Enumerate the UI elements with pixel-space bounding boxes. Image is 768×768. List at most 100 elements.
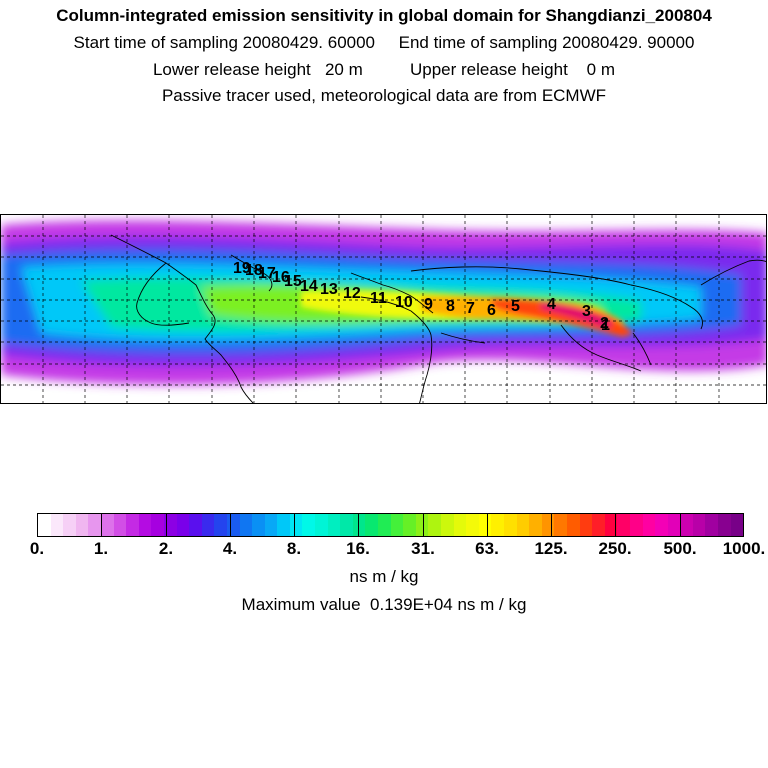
- colorbar-tick: [166, 513, 167, 537]
- colorbar-tick-label: 16.: [346, 539, 370, 558]
- colorbar-cell: [289, 514, 303, 536]
- colorbar-cell: [516, 514, 530, 536]
- colorbar-cell: [100, 514, 114, 536]
- track-label-14: 14: [300, 278, 318, 295]
- colorbar-tick: [423, 513, 424, 537]
- colorbar-cell: [441, 514, 454, 536]
- track-label-4: 4: [547, 296, 556, 313]
- colorbar-cell: [176, 514, 190, 536]
- colorbar-tick: [294, 513, 295, 537]
- track-label-1: 1: [601, 317, 610, 334]
- colorbar-cell: [239, 514, 253, 536]
- colorbar-tick-label: 0.: [29, 539, 45, 558]
- track-label-16: 16: [272, 269, 290, 286]
- plot-title: Column-integrated emission sensitivity i…: [56, 6, 712, 25]
- colorbar-cell: [642, 514, 656, 536]
- colorbar-tick: [358, 513, 359, 537]
- colorbar-tick: [680, 513, 681, 537]
- maximum-value: Maximum value 0.139E+04 ns m / kg: [241, 595, 527, 614]
- colorbar-tick-label: 4.: [222, 539, 238, 558]
- colorbar-cell: [302, 514, 316, 536]
- colorbar-cell: [466, 514, 479, 536]
- colorbar-cell: [327, 514, 341, 536]
- colorbar-tick-label: 2.: [158, 539, 174, 558]
- colorbar-tick: [487, 513, 488, 537]
- track-label-6: 6: [487, 302, 496, 319]
- colorbar-cell: [277, 514, 290, 536]
- colorbar-cell: [718, 514, 731, 536]
- colorbar-tick-label: 8.: [286, 539, 302, 558]
- colorbar-cell: [529, 514, 542, 536]
- colorbar-cell: [378, 514, 391, 536]
- colorbar-cell: [491, 514, 504, 536]
- colorbar-tick-label: 1000.: [722, 539, 766, 558]
- colorbar-cell: [214, 514, 227, 536]
- release-heights: Lower release height 20 m Upper release …: [152, 60, 616, 79]
- colorbar-tick: [615, 513, 616, 537]
- sensitivity-core: [301, 290, 633, 337]
- colorbar-units: ns m / kg: [349, 567, 419, 586]
- colorbar-cell: [201, 514, 215, 536]
- colorbar-cell: [352, 514, 366, 536]
- colorbar-cell: [579, 514, 593, 536]
- colorbar-cell: [340, 514, 353, 536]
- colorbar-cell: [655, 514, 668, 536]
- colorbar-cell: [566, 514, 580, 536]
- colorbar-cell: [503, 514, 517, 536]
- colorbar-cell: [541, 514, 555, 536]
- colorbar-cell: [428, 514, 441, 536]
- colorbar-tick: [230, 513, 231, 537]
- colorbar-cell: [692, 514, 706, 536]
- colorbar-cell: [63, 514, 76, 536]
- track-label-12: 12: [343, 285, 361, 302]
- track-label-13: 13: [320, 281, 338, 298]
- colorbar-cell: [189, 514, 202, 536]
- colorbar-cell: [365, 514, 379, 536]
- colorbar-cell: [604, 514, 618, 536]
- colorbar-cell: [126, 514, 139, 536]
- colorbar-cell: [50, 514, 64, 536]
- colorbar-cell: [629, 514, 643, 536]
- colorbar-tick-label: 250.: [598, 539, 632, 558]
- trajectory-labels: 1 2 3 4 5 6 7 8 9 10 11 12 13 14 15 16 1…: [233, 260, 610, 334]
- colorbar: [37, 513, 744, 537]
- track-label-8: 8: [446, 298, 455, 315]
- sensitivity-map-canvas: 1 2 3 4 5 6 7 8 9 10 11 12 13 14 15 16 1…: [1, 215, 766, 403]
- colorbar-cell: [315, 514, 328, 536]
- colorbar-cell: [390, 514, 404, 536]
- track-label-5: 5: [511, 298, 520, 315]
- graticule: [1, 215, 766, 403]
- tracer-info: Passive tracer used, meteorological data…: [161, 86, 607, 105]
- colorbar-cell: [680, 514, 693, 536]
- colorbar-cell: [113, 514, 127, 536]
- colorbar-tick-label: 63.: [475, 539, 499, 558]
- world-map: 1 2 3 4 5 6 7 8 9 10 11 12 13 14 15 16 1…: [0, 214, 767, 404]
- colorbar-cell: [453, 514, 467, 536]
- colorbar-cell: [252, 514, 265, 536]
- colorbar-cell: [226, 514, 240, 536]
- track-label-18: 18: [245, 262, 263, 279]
- colorbar-cell: [88, 514, 101, 536]
- colorbar-cell: [705, 514, 719, 536]
- colorbar-cell: [151, 514, 164, 536]
- colorbar-cell: [617, 514, 630, 536]
- track-label-3: 3: [582, 303, 591, 320]
- track-label-19: 19: [233, 260, 251, 277]
- colorbar-cell: [138, 514, 152, 536]
- colorbar-cell: [730, 514, 744, 536]
- colorbar-tick-label: 31.: [411, 539, 435, 558]
- colorbar-cell: [264, 514, 278, 536]
- colorbar-cell: [38, 514, 51, 536]
- colorbar-cell: [75, 514, 89, 536]
- colorbar-cell: [554, 514, 567, 536]
- track-label-17: 17: [258, 265, 276, 282]
- track-label-2: 2: [600, 315, 609, 332]
- track-label-11: 11: [370, 290, 387, 307]
- colorbar-cell: [415, 514, 429, 536]
- track-label-15: 15: [284, 273, 302, 290]
- colorbar-cell: [403, 514, 416, 536]
- sampling-times: Start time of sampling 20080429. 60000 E…: [73, 33, 695, 52]
- colorbar-tick: [101, 513, 102, 537]
- colorbar-cell: [163, 514, 177, 536]
